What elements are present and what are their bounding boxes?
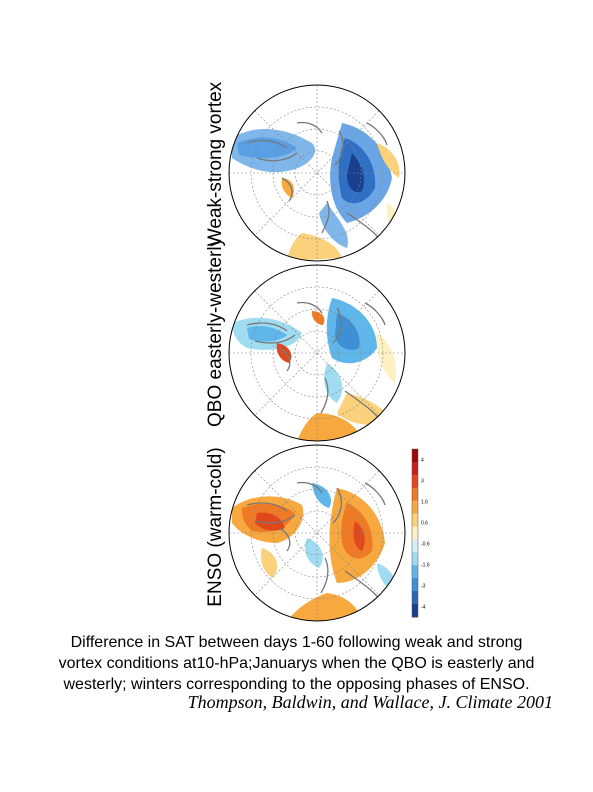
polar-map-qbo [228, 264, 406, 442]
caption-line-2: vortex conditions at10-hPa;Januarys when… [58, 655, 535, 672]
panel-label-enso: ENSO (warm-cold) [205, 447, 226, 607]
caption-line-3: westerly; winters corresponding to the o… [63, 676, 530, 693]
colorbar-segment [412, 500, 418, 515]
colorbar-tick-label: 1.6 [421, 499, 428, 505]
colorbar-tick-label: 0.6 [421, 520, 428, 526]
colorbar-segment [412, 552, 418, 566]
colorbar-tick-label: 4 [421, 457, 424, 463]
panel-label-vortex: Weak-strong vortex [205, 81, 226, 247]
colorbar-segment [412, 578, 418, 592]
colorbar-tick-label: 3 [421, 478, 424, 484]
colorbar-segment [412, 539, 418, 553]
colorbar-segment [412, 487, 418, 502]
citation: Thompson, Baldwin, and Wallace, J. Clima… [187, 692, 553, 712]
polar-map-vortex [228, 84, 406, 262]
figure-caption: Difference in SAT between days 1-60 foll… [0, 632, 593, 695]
colorbar-segment [412, 526, 418, 540]
colorbar-scale: 4 3 1.6 0.6 -0.6 -1.6 -3 -4 [411, 448, 430, 618]
colorbar-segment [412, 591, 418, 605]
colorbar-tick-label: -4 [421, 605, 426, 611]
colorbar-segment [412, 461, 418, 476]
polar-map-enso [228, 444, 406, 622]
colorbar-segment [412, 604, 418, 618]
colorbar-tick-label: -1.6 [421, 563, 430, 569]
colorbar-segment [412, 474, 418, 489]
colorbar: 4 3 1.6 0.6 -0.6 -1.6 -3 -4 [410, 447, 450, 627]
colorbar-segment [412, 449, 418, 463]
colorbar-frame [411, 448, 419, 618]
colorbar-tick-label: -0.6 [421, 542, 430, 548]
caption-line-1: Difference in SAT between days 1-60 foll… [70, 634, 523, 651]
colorbar-segment [412, 513, 418, 528]
colorbar-segment [412, 565, 418, 579]
colorbar-tick-label: -3 [421, 584, 426, 590]
panel-label-qbo: QBO easterly-westerly [205, 236, 226, 427]
